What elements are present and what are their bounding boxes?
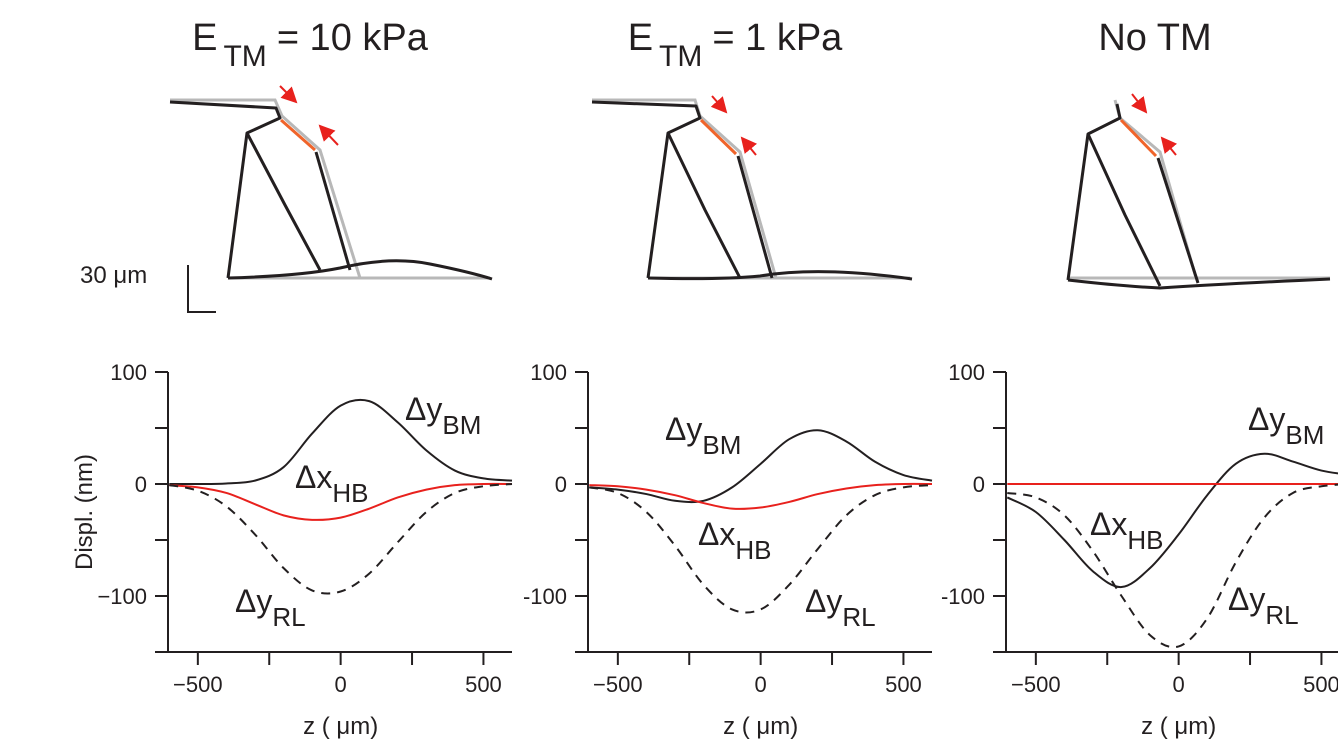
- y-tick-label: −100: [97, 584, 147, 609]
- schematic: [169, 85, 493, 313]
- x-axis-label: z ( μm): [723, 713, 798, 740]
- x-tick-label: 0: [335, 672, 347, 697]
- series-label: ΔyBM: [405, 391, 481, 440]
- y-tick-label: 0: [973, 472, 985, 497]
- series-subscript: RL: [272, 602, 305, 632]
- schematic: [591, 95, 913, 281]
- series-name: Δy: [405, 391, 442, 427]
- data-line: [169, 483, 513, 595]
- data-line: [1007, 483, 1338, 649]
- x-tick-label: −500: [1011, 672, 1061, 697]
- y-tick-label: 0: [555, 472, 567, 497]
- title-subscript: TM: [659, 40, 702, 73]
- series-name: Δx: [1090, 506, 1127, 542]
- data-line: [1006, 452, 1338, 589]
- series-label: ΔxHB: [1090, 506, 1164, 555]
- series-subscript: BM: [1285, 420, 1324, 450]
- series-subscript: HB: [1127, 525, 1163, 555]
- scale-bar-label: 30 μm: [80, 262, 147, 289]
- y-tick-label: 0: [135, 472, 147, 497]
- schematic: [1066, 93, 1331, 290]
- series-subscript: BM: [442, 410, 481, 440]
- series-label: ΔyRL: [805, 583, 876, 632]
- x-tick-label: 500: [1303, 672, 1338, 697]
- series-subscript: HB: [735, 535, 771, 565]
- series-name: Δy: [1228, 581, 1265, 617]
- panel-title: No TM: [1098, 17, 1211, 59]
- x-tick-label: 0: [1173, 672, 1185, 697]
- y-axis-label: Displ. (nm): [71, 454, 98, 570]
- series-label: ΔyRL: [235, 583, 306, 632]
- y-tick-label: -100: [941, 584, 985, 609]
- x-axis-label: z ( μm): [303, 713, 378, 740]
- y-tick-label: 100: [530, 360, 567, 385]
- series-name: Δy: [1248, 401, 1285, 437]
- data-line: [169, 398, 513, 486]
- series-name: Δx: [698, 516, 735, 552]
- series-label: ΔxHB: [295, 459, 369, 508]
- series-subscript: HB: [332, 478, 368, 508]
- title-text: E: [628, 17, 653, 59]
- panel-title: E TM = 1 kPa: [628, 17, 843, 73]
- x-tick-label: 500: [885, 672, 922, 697]
- y-tick-label: -100: [523, 584, 567, 609]
- series-name: Δx: [295, 459, 332, 495]
- data-line: [589, 484, 933, 614]
- series-label: ΔyBM: [665, 411, 741, 460]
- x-axis-label: z ( μm): [1141, 713, 1216, 740]
- y-tick-label: 100: [948, 360, 985, 385]
- data-line: [589, 482, 933, 510]
- title-suffix: = 10 kPa: [277, 17, 429, 59]
- x-tick-label: −500: [173, 672, 223, 697]
- series-label: ΔxHB: [698, 516, 772, 565]
- title-text: No TM: [1098, 17, 1211, 59]
- x-tick-label: 0: [755, 672, 767, 697]
- title-text: E: [192, 17, 217, 59]
- x-tick-label: 500: [465, 672, 502, 697]
- panel-title: E TM = 10 kPa: [192, 17, 429, 73]
- series-name: Δy: [665, 411, 702, 447]
- title-subscript: TM: [223, 40, 266, 73]
- x-tick-label: −500: [593, 672, 643, 697]
- series-name: Δy: [235, 583, 272, 619]
- title-suffix: = 1 kPa: [712, 17, 843, 59]
- series-name: Δy: [805, 583, 842, 619]
- series-label: ΔyBM: [1248, 401, 1324, 450]
- series-subscript: BM: [702, 430, 741, 460]
- series-subscript: RL: [842, 602, 875, 632]
- series-label: ΔyRL: [1228, 581, 1299, 630]
- y-tick-label: 100: [110, 360, 147, 385]
- data-line: [589, 429, 933, 504]
- data-line: [169, 482, 513, 521]
- series-subscript: RL: [1265, 600, 1298, 630]
